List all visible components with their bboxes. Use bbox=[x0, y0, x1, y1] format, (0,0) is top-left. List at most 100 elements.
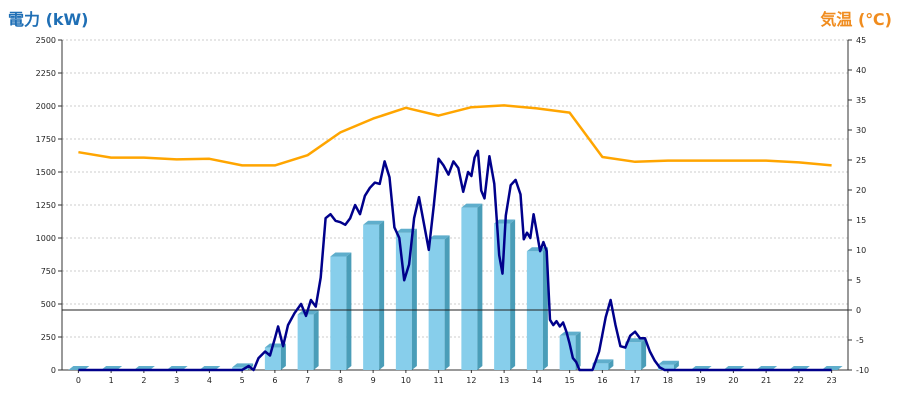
x-tick-label: 9 bbox=[371, 376, 376, 385]
power-bar-front bbox=[494, 223, 511, 370]
power-bar-front bbox=[461, 207, 478, 370]
power-bar bbox=[559, 331, 581, 370]
left-tick-label: 2000 bbox=[36, 102, 56, 111]
x-tick-label: 8 bbox=[338, 376, 343, 385]
left-tick-label: 250 bbox=[41, 333, 56, 342]
power-bar-front bbox=[625, 342, 642, 370]
power-bar-top bbox=[363, 220, 385, 225]
x-tick-label: 13 bbox=[499, 376, 509, 385]
left-axis-title: 電力 (kW) bbox=[8, 10, 89, 29]
x-tick-label: 7 bbox=[305, 376, 310, 385]
left-tick-label: 2500 bbox=[36, 36, 56, 45]
x-tick-label: 21 bbox=[761, 376, 771, 385]
left-tick-label: 1000 bbox=[36, 234, 56, 243]
x-tick-label: 20 bbox=[728, 376, 738, 385]
right-tick-label: 45 bbox=[856, 36, 866, 45]
power-bar-front bbox=[264, 347, 281, 370]
power-bar-side bbox=[477, 203, 483, 370]
x-tick-label: 19 bbox=[696, 376, 706, 385]
power-bar-side bbox=[575, 331, 581, 370]
power-bar-side bbox=[313, 310, 319, 370]
x-tick-label: 23 bbox=[827, 376, 837, 385]
right-tick-label: 20 bbox=[856, 186, 866, 195]
x-tick-label: 17 bbox=[630, 376, 640, 385]
power-bar-side bbox=[280, 343, 286, 370]
power-bar-side bbox=[673, 360, 679, 370]
left-tick-label: 1250 bbox=[36, 201, 56, 210]
right-tick-label: 0 bbox=[856, 306, 861, 315]
power-bar-front bbox=[559, 335, 576, 370]
power-bar-front bbox=[363, 224, 380, 370]
x-tick-label: 15 bbox=[565, 376, 575, 385]
power-bar-side bbox=[346, 252, 352, 370]
right-tick-label: 15 bbox=[856, 216, 866, 225]
power-bar-side bbox=[608, 359, 614, 370]
right-tick-label: 40 bbox=[856, 66, 866, 75]
x-tick-label: 11 bbox=[434, 376, 444, 385]
power-bar bbox=[625, 338, 647, 370]
power-bar bbox=[363, 220, 385, 370]
power-bar bbox=[428, 235, 450, 370]
x-tick-label: 3 bbox=[174, 376, 179, 385]
x-tick-label: 10 bbox=[401, 376, 411, 385]
left-tick-label: 500 bbox=[41, 300, 56, 309]
power-bar-top bbox=[657, 360, 679, 365]
x-tick-label: 16 bbox=[597, 376, 607, 385]
power-bar-top bbox=[526, 247, 548, 252]
power-bar bbox=[395, 228, 417, 370]
left-tick-label: 750 bbox=[41, 267, 56, 276]
power-bar-front bbox=[592, 363, 609, 370]
power-bar bbox=[657, 360, 679, 370]
power-bar bbox=[494, 219, 516, 370]
right-tick-label: 35 bbox=[856, 96, 866, 105]
power-bar-side bbox=[411, 228, 417, 370]
x-tick-label: 4 bbox=[207, 376, 212, 385]
right-tick-label: 10 bbox=[856, 246, 866, 255]
power-bar-side bbox=[542, 247, 548, 370]
right-tick-label: -5 bbox=[856, 336, 864, 345]
power-bar-top bbox=[428, 235, 450, 240]
right-axis-title: 気温 (℃) bbox=[820, 10, 892, 29]
power-bar-side bbox=[510, 219, 516, 370]
x-tick-label: 18 bbox=[663, 376, 673, 385]
power-bar bbox=[526, 247, 548, 370]
left-tick-label: 2250 bbox=[36, 69, 56, 78]
power-bar bbox=[297, 310, 319, 370]
temperature-line bbox=[78, 104, 832, 167]
x-tick-label: 1 bbox=[109, 376, 114, 385]
left-tick-label: 1750 bbox=[36, 135, 56, 144]
power-bar-side bbox=[641, 338, 647, 370]
power-bar-top bbox=[264, 343, 286, 348]
right-tick-label: 30 bbox=[856, 126, 866, 135]
x-tick-label: 2 bbox=[141, 376, 146, 385]
right-tick-label: 25 bbox=[856, 156, 866, 165]
power-bar-front bbox=[428, 239, 445, 370]
power-bar-top bbox=[461, 203, 483, 208]
power-bar-front bbox=[330, 256, 347, 370]
x-tick-label: 6 bbox=[272, 376, 277, 385]
left-tick-label: 0 bbox=[51, 366, 56, 375]
power-bar-top bbox=[330, 252, 352, 257]
power-line bbox=[78, 149, 832, 372]
x-tick-label: 12 bbox=[466, 376, 476, 385]
power-bar bbox=[461, 203, 483, 370]
power-bar-side bbox=[379, 220, 385, 370]
right-tick-label: 5 bbox=[856, 276, 861, 285]
power-bar bbox=[592, 359, 614, 370]
power-bar-front bbox=[297, 314, 314, 370]
left-tick-label: 1500 bbox=[36, 168, 56, 177]
x-tick-label: 22 bbox=[794, 376, 804, 385]
right-tick-label: -10 bbox=[856, 366, 869, 375]
power-bar bbox=[264, 343, 286, 370]
power-bar-side bbox=[444, 235, 450, 370]
power-bar-front bbox=[232, 367, 249, 370]
power-bar bbox=[330, 252, 352, 370]
power-bar-front bbox=[657, 364, 674, 370]
power-bar-front bbox=[526, 251, 543, 370]
power-bar-top bbox=[559, 331, 581, 336]
power-bar-top bbox=[592, 359, 614, 364]
x-tick-label: 14 bbox=[532, 376, 542, 385]
x-tick-label: 5 bbox=[240, 376, 245, 385]
